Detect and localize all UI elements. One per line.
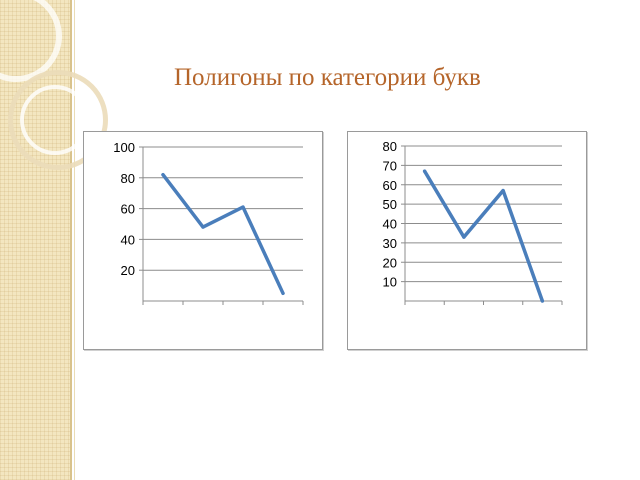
series-line: [422, 169, 545, 303]
data-point: [161, 173, 165, 177]
data-point: [462, 235, 466, 239]
decorative-ring-icon: [20, 85, 90, 155]
y-tick-label: 20: [121, 263, 135, 278]
y-tick-label: 20: [383, 255, 397, 270]
y-tick-label: 100: [113, 140, 135, 155]
side-divider: [70, 0, 72, 480]
y-tick-label: 50: [383, 197, 397, 212]
y-tick-label: 80: [121, 171, 135, 186]
y-tick-label: 60: [383, 178, 397, 193]
data-point: [241, 205, 245, 209]
decorative-ring-icon: [8, 70, 108, 170]
chart-left: 20 40 60 80 100: [83, 131, 323, 350]
y-tick-label: 10: [383, 275, 397, 290]
slide-title: Полигоны по категории букв: [174, 64, 481, 91]
series-line: [161, 172, 285, 296]
y-tick-label: 70: [383, 158, 397, 173]
y-tick-label: 80: [383, 139, 397, 154]
side-divider-thin: [74, 0, 75, 480]
data-point: [540, 299, 544, 303]
y-tick-label: 40: [121, 232, 135, 247]
data-point: [501, 188, 505, 193]
data-point: [423, 169, 427, 173]
chart-right: 10 20 30 40 50 60 70 80: [347, 131, 587, 350]
data-point: [281, 291, 285, 295]
y-tick-label: 30: [383, 236, 397, 251]
chart-right-svg: 10 20 30 40 50 60 70 80: [383, 139, 563, 305]
y-tick-label: 60: [121, 202, 135, 217]
y-tick-label: 40: [383, 217, 397, 232]
data-point: [201, 225, 205, 229]
chart-left-svg: 20 40 60 80 100: [113, 140, 304, 305]
